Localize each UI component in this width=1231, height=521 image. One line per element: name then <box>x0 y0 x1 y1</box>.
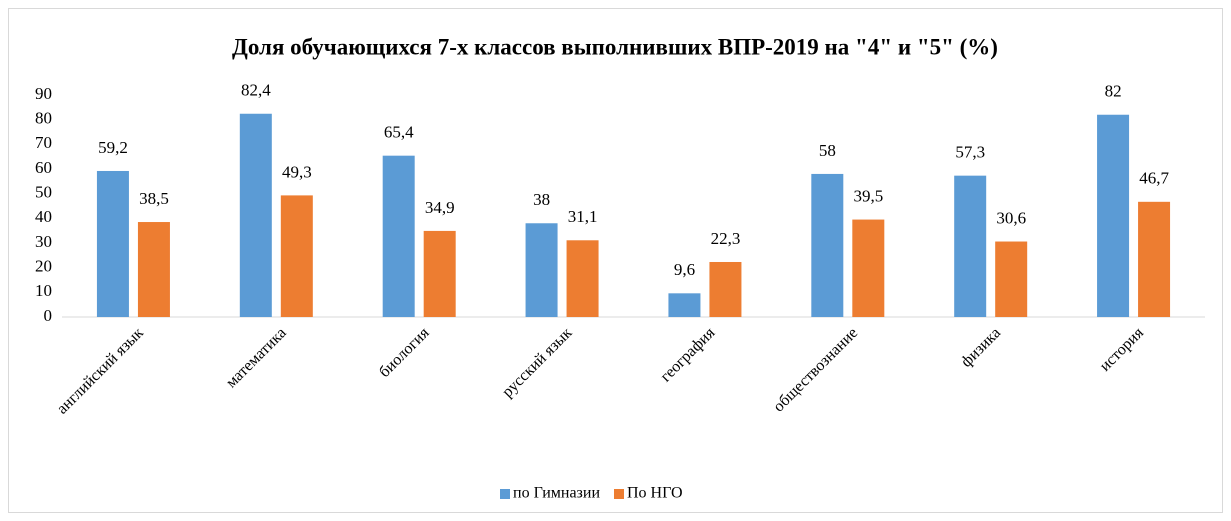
bar <box>423 230 456 317</box>
bar <box>96 170 129 317</box>
y-tick-label: 90 <box>35 84 52 103</box>
value-label: 57,3 <box>955 143 985 162</box>
value-label: 38,5 <box>139 189 169 208</box>
value-label: 34,9 <box>425 198 455 217</box>
chart-title: Доля обучающихся 7-х классов выполнивших… <box>232 34 998 59</box>
bar <box>811 173 844 317</box>
value-label: 46,7 <box>1139 169 1169 188</box>
y-tick-label: 50 <box>35 183 52 202</box>
value-label: 49,3 <box>282 162 312 181</box>
y-tick-label: 10 <box>35 281 52 300</box>
value-label: 59,2 <box>98 138 128 157</box>
bar <box>1138 201 1171 317</box>
bar <box>995 241 1028 317</box>
legend-label: По НГО <box>627 485 683 502</box>
y-tick-label: 30 <box>35 232 52 251</box>
bar <box>525 223 558 317</box>
bar <box>137 222 170 317</box>
y-tick-label: 80 <box>35 109 52 128</box>
bar <box>668 293 701 317</box>
bar <box>566 240 599 317</box>
value-label: 30,6 <box>996 208 1026 227</box>
value-label: 65,4 <box>384 123 414 142</box>
bar <box>954 175 987 317</box>
y-tick-label: 70 <box>35 133 52 152</box>
value-label: 9,6 <box>674 260 695 279</box>
value-label: 82 <box>1105 82 1122 101</box>
bar <box>1097 114 1130 317</box>
value-label: 39,5 <box>853 186 883 205</box>
legend-swatch <box>500 489 510 499</box>
y-tick-label: 60 <box>35 158 52 177</box>
value-label: 31,1 <box>568 207 598 226</box>
legend-label: по Гимназии <box>513 485 600 502</box>
y-tick-label: 20 <box>35 257 52 276</box>
value-label: 38 <box>533 190 550 209</box>
y-tick-label: 0 <box>44 306 53 325</box>
value-label: 82,4 <box>241 81 271 100</box>
bar <box>239 113 272 317</box>
value-label: 58 <box>819 141 836 160</box>
bar <box>382 155 415 317</box>
bar <box>280 195 313 317</box>
bar <box>709 261 742 317</box>
value-label: 22,3 <box>711 229 741 248</box>
legend-swatch <box>614 489 624 499</box>
y-tick-label: 40 <box>35 207 52 226</box>
chart-border <box>8 8 1223 513</box>
bar <box>852 219 885 317</box>
